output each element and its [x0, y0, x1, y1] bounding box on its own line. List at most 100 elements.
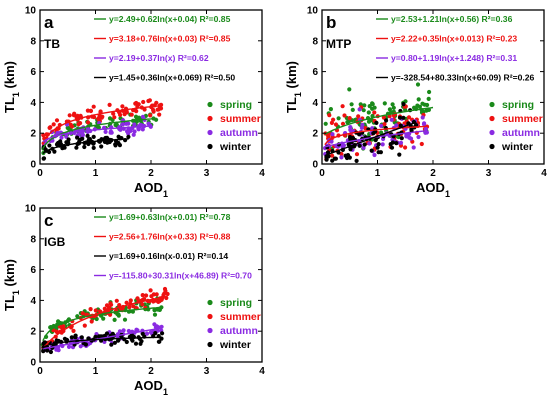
point-autumn [423, 130, 428, 135]
point-winter [74, 145, 79, 150]
x-tick-label: 4 [259, 168, 265, 179]
y-tick-label: 10 [25, 6, 37, 17]
y-tick-label: 8 [30, 36, 36, 47]
point-summer [165, 291, 170, 297]
x-tick-label: 1 [93, 366, 99, 377]
point-spring [362, 103, 367, 108]
equation-spring: y=2.49+0.62ln(x+0.04) R²=0.85 [109, 14, 231, 24]
point-spring [101, 316, 106, 321]
point-spring [349, 102, 354, 107]
point-summer [51, 122, 56, 127]
point-summer [78, 113, 83, 118]
legend-spring: spring [220, 297, 252, 309]
point-spring [107, 116, 113, 121]
point-winter [357, 132, 362, 137]
x-tick-label: 3 [486, 168, 492, 179]
point-autumn [380, 142, 385, 147]
equation-winter: y=1.69+0.16ln(x-0.01) R²=0.14 [109, 251, 228, 261]
fit-line-winter [324, 121, 417, 157]
fit-line-winter [42, 336, 163, 349]
point-summer [108, 301, 113, 306]
point-autumn [341, 143, 346, 148]
equation-winter: y=1.45+0.36ln(x+0.069) R²=0.50 [109, 73, 235, 83]
y-tick-label: 6 [30, 265, 36, 276]
point-summer [112, 115, 117, 120]
point-winter [52, 149, 57, 154]
point-winter [64, 140, 69, 145]
point-summer [88, 307, 93, 312]
point-summer [372, 110, 377, 115]
x-axis-label: AOD1 [134, 180, 168, 199]
point-winter [414, 122, 419, 128]
point-spring [391, 105, 396, 110]
point-winter [91, 134, 96, 139]
equation-summer: y=3.18+0.76ln(x+0.03) R²=0.85 [109, 34, 231, 44]
point-summer [127, 305, 132, 310]
point-summer [333, 122, 339, 127]
legend-marker-spring [207, 299, 213, 306]
legend-marker-spring [207, 101, 213, 108]
point-summer [82, 323, 87, 328]
point-summer [381, 115, 386, 120]
y-axis-label: TL1 (km) [2, 259, 21, 311]
point-autumn [132, 129, 137, 134]
point-winter [91, 145, 96, 150]
panel-c: 0 1 2 3 4 0 2 4 6 8 10 AOD1 TL1 (km) c IGB y=1.69+0.63l… [2, 204, 265, 398]
point-summer [54, 329, 59, 334]
fit-line-spring [42, 306, 163, 342]
equation-summer: y=2.22+0.35ln(x+0.013) R²=0.23 [391, 34, 517, 44]
point-autumn [140, 127, 145, 132]
point-summer [111, 111, 116, 116]
point-autumn [126, 131, 131, 136]
point-summer [91, 104, 96, 109]
point-summer [157, 112, 162, 117]
point-winter [105, 140, 110, 145]
point-autumn [372, 152, 377, 158]
point-summer [142, 297, 147, 302]
fit-line-spring [324, 106, 434, 135]
point-spring [323, 121, 328, 126]
point-summer [403, 145, 408, 150]
y-tick-label: 8 [312, 36, 318, 47]
y-tick-label: 6 [312, 67, 318, 78]
fit-line-summer [324, 125, 428, 146]
point-spring [370, 106, 375, 111]
point-autumn [423, 126, 428, 131]
y-tick-label: 2 [312, 129, 318, 140]
point-summer [342, 113, 347, 118]
point-summer [89, 319, 94, 324]
point-winter [41, 349, 46, 354]
x-tick-label: 0 [319, 168, 325, 179]
point-summer [128, 298, 133, 303]
y-tick-label: 10 [25, 204, 37, 215]
point-autumn [357, 107, 362, 112]
point-summer [340, 121, 346, 126]
point-autumn [120, 122, 125, 127]
point-spring [420, 101, 425, 106]
point-summer [48, 125, 53, 130]
legend-marker-autumn [207, 327, 213, 334]
point-winter [376, 150, 381, 155]
legend-marker-summer [489, 115, 495, 122]
point-spring [426, 96, 431, 101]
point-autumn [411, 145, 416, 150]
equation-autumn: y=-115.80+30.31ln(x+46.89) R²=0.70 [109, 271, 252, 281]
equation-autumn: y=0.80+1.19ln(x+1.248) R²=0.31 [391, 53, 517, 63]
point-autumn [132, 122, 137, 127]
point-summer [356, 114, 361, 119]
point-autumn [379, 123, 384, 128]
point-winter [384, 118, 389, 123]
point-winter [389, 145, 395, 150]
y-tick-label: 6 [30, 67, 36, 78]
x-tick-label: 4 [259, 366, 265, 377]
point-winter [112, 340, 117, 345]
point-autumn [55, 130, 60, 136]
point-winter [56, 140, 61, 146]
point-summer [148, 113, 153, 118]
point-summer [382, 122, 387, 127]
point-summer [330, 153, 335, 158]
equation-summer: y=2.56+1.76ln(x+0.33) R²=0.88 [109, 232, 231, 242]
point-summer [117, 303, 122, 308]
point-spring [367, 104, 372, 109]
